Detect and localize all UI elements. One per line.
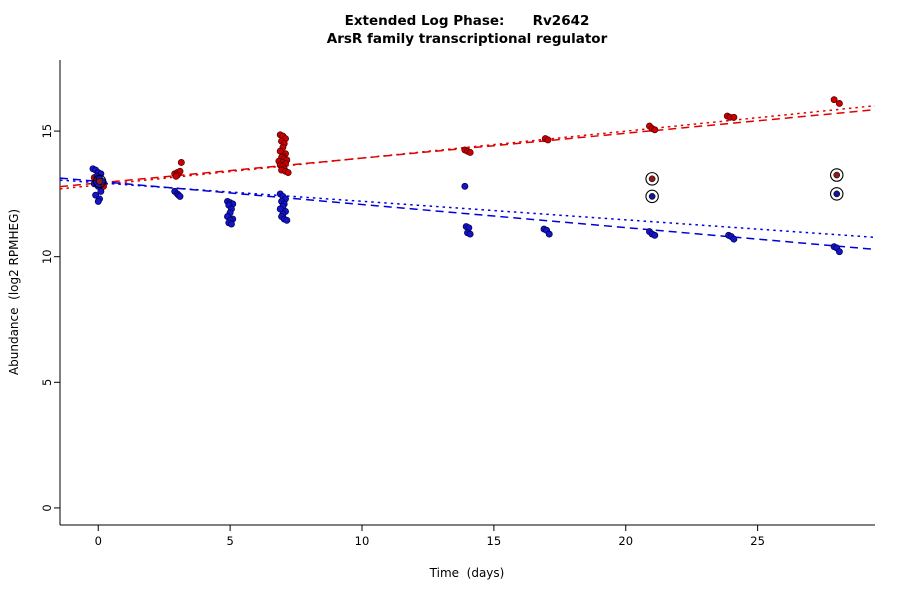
data-point-blue (545, 230, 553, 238)
data-point-red (544, 136, 552, 144)
chart-title: Extended Log Phase: Rv2642 (344, 13, 590, 29)
y-tick-label: 15 (40, 124, 54, 139)
data-point-blue (176, 192, 184, 200)
data-point-blue (227, 220, 235, 228)
data-point-red (830, 96, 838, 104)
x-tick-label: 20 (618, 534, 633, 548)
outlier-ring (645, 172, 659, 186)
data-point-red (730, 113, 738, 121)
data-point-red (466, 148, 474, 156)
data-point-blue (94, 197, 102, 205)
outlier-ring (830, 168, 844, 182)
outlier-ring (830, 187, 844, 201)
y-axis-label: Abundance (log2 RPMHEG) (7, 208, 21, 376)
data-point-blue (730, 235, 738, 243)
x-axis-label: Time (days) (429, 566, 505, 580)
chart-subtitle: ArsR family transcriptional regulator (326, 31, 608, 47)
trendline-blue-dashed (59, 177, 876, 251)
outlier-ring (645, 189, 659, 204)
data-point-blue (97, 187, 105, 195)
data-point-red (284, 169, 292, 176)
x-tick-label: 10 (355, 534, 370, 548)
data-point-blue (466, 230, 474, 238)
outlier-point (833, 171, 841, 179)
x-tick-label: 5 (226, 534, 233, 548)
data-point-red (172, 172, 180, 180)
data-point-red (835, 100, 843, 107)
outlier-point (648, 175, 656, 183)
outlier-ring (92, 174, 107, 189)
data-point-blue (835, 248, 843, 256)
trendline-red-dotted (59, 104, 876, 190)
y-tick-label: 10 (40, 249, 54, 264)
x-tick-label: 0 (95, 534, 102, 548)
data-point-blue (461, 182, 469, 190)
data-point-blue (283, 216, 291, 224)
data-point-red (651, 126, 659, 134)
data-point-blue (651, 231, 659, 239)
outlier-point (648, 193, 656, 200)
outlier-point (96, 177, 103, 185)
x-tick-label: 15 (487, 534, 502, 548)
data-point-red (177, 159, 185, 166)
outlier-point (833, 190, 841, 198)
x-tick-label: 25 (750, 534, 765, 548)
y-tick-label: 0 (40, 504, 54, 511)
y-tick-label: 5 (40, 379, 54, 386)
